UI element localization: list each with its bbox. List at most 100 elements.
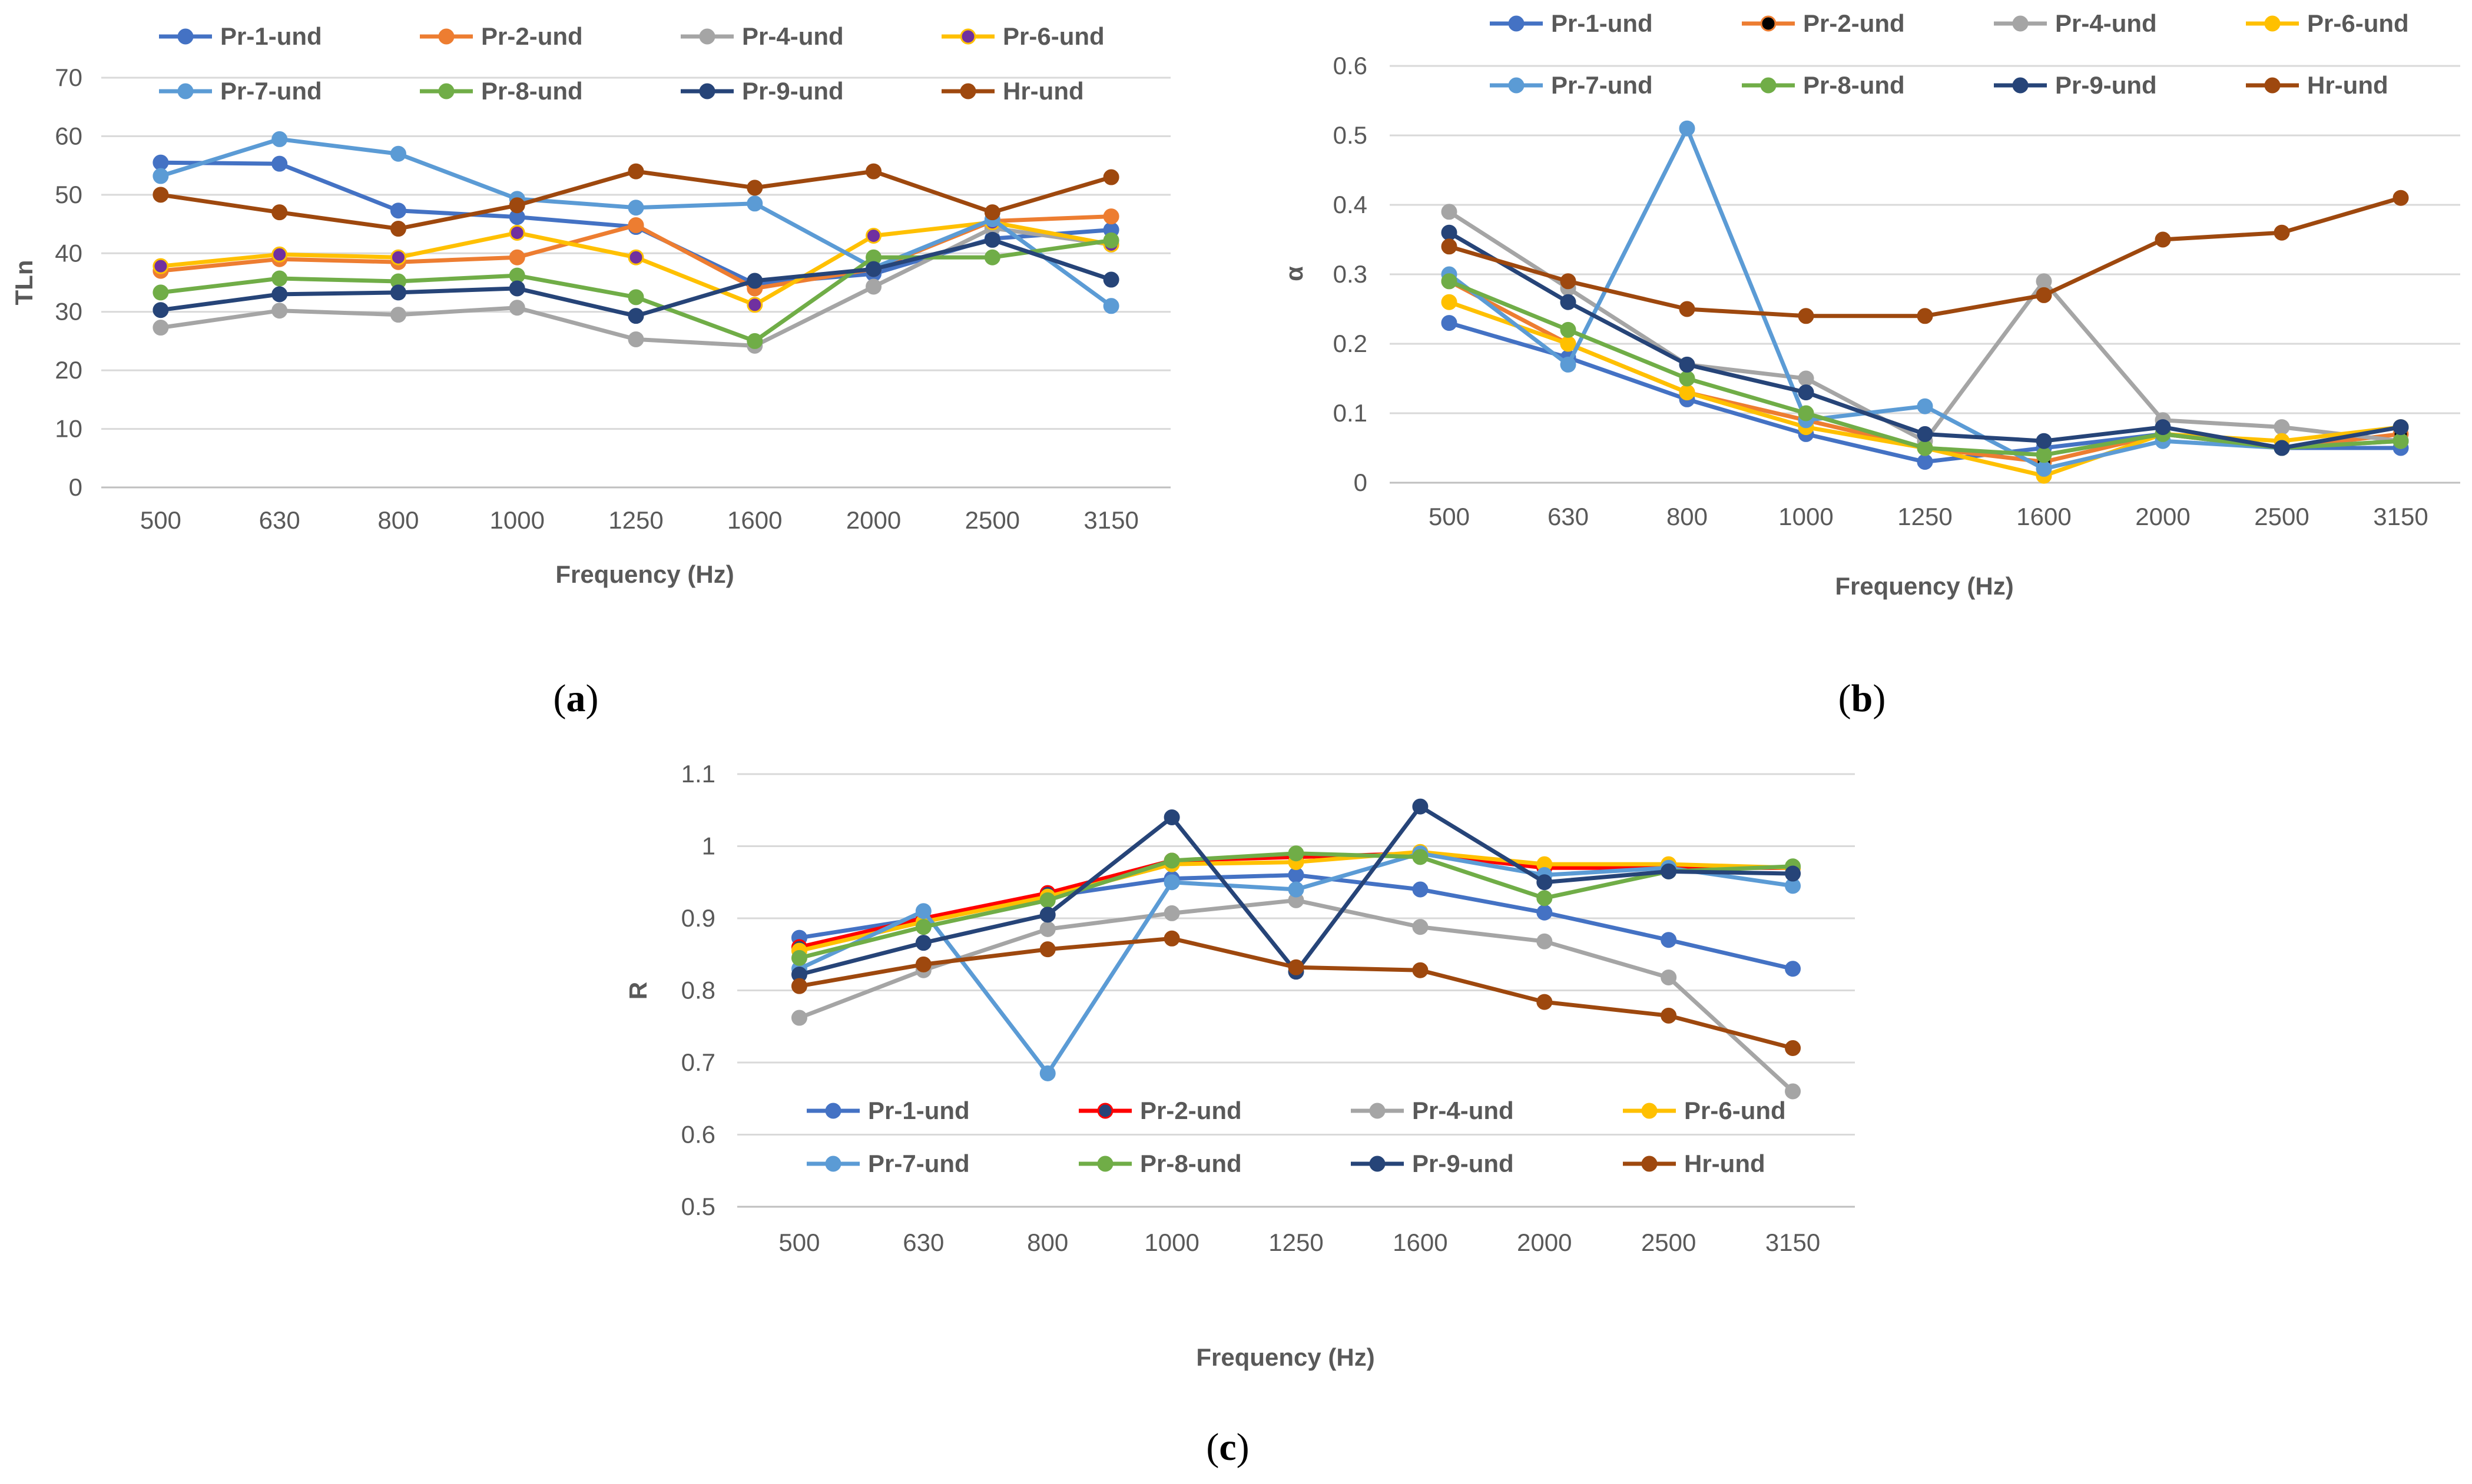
data-point — [153, 258, 169, 274]
data-point — [1536, 874, 1553, 891]
legend-item: Pr-9-und — [681, 77, 844, 105]
data-point — [1288, 881, 1304, 898]
data-point — [1039, 941, 1056, 958]
series-Hr-und — [791, 930, 1801, 1056]
data-point — [791, 950, 807, 966]
legend-swatch-marker — [177, 28, 194, 45]
data-point — [628, 289, 644, 306]
y-tick-label: 0.5 — [681, 1193, 715, 1220]
y-tick-label: 60 — [55, 122, 82, 150]
legend-label: Pr-6-und — [1684, 1097, 1786, 1124]
legend-item: Pr-4-und — [1351, 1097, 1514, 1124]
legend-swatch-marker — [1508, 77, 1525, 94]
x-tick-label: 1250 — [608, 506, 663, 534]
legend-label: Pr-1-und — [220, 22, 322, 50]
data-point — [1917, 454, 1933, 470]
legend-item: Pr-2-und — [1742, 9, 1905, 37]
data-point — [2393, 433, 2409, 449]
series-Pr-8-und — [153, 232, 1119, 349]
data-point — [1560, 294, 1576, 310]
data-point — [747, 195, 763, 212]
y-tick-label: 0 — [1354, 469, 1367, 496]
legend-item: Pr-4-und — [681, 22, 844, 50]
x-tick-label: 2500 — [1641, 1229, 1696, 1256]
data-point — [1412, 881, 1429, 898]
legend-label: Hr-und — [1003, 77, 1084, 105]
chart-b: 0 0.1 0.2 0.3 0.4 0.5 0.6 500 630 800 1000 1250 1600… — [1280, 9, 2460, 600]
data-point — [509, 224, 525, 241]
data-point — [1103, 169, 1119, 185]
x-tick-label: 1000 — [1778, 503, 1833, 530]
data-point — [628, 331, 644, 347]
y-tick-label: 0.6 — [1333, 52, 1367, 79]
data-point — [1560, 273, 1576, 290]
data-point — [1164, 852, 1180, 869]
legend-label: Pr-8-und — [481, 77, 583, 105]
panel-label: (c) — [1206, 1426, 1249, 1469]
data-point — [628, 249, 644, 265]
series-Pr-9-und — [153, 231, 1119, 324]
y-tick-label: 0.1 — [1333, 399, 1367, 427]
legend-label: Pr-8-und — [1803, 71, 1905, 99]
data-point — [984, 204, 1000, 221]
data-point — [1785, 961, 1801, 977]
data-point — [1536, 933, 1553, 950]
data-point — [628, 163, 644, 180]
data-point — [1441, 238, 1457, 255]
x-tick-label: 1000 — [490, 506, 545, 534]
x-axis-title: Frequency (Hz) — [1835, 572, 2013, 600]
data-point — [1103, 232, 1119, 248]
legend-item: Pr-9-und — [1994, 71, 2157, 99]
x-tick-label: 1600 — [1393, 1229, 1447, 1256]
data-point — [2155, 419, 2171, 436]
data-point — [2036, 460, 2052, 477]
legend-swatch-marker — [1097, 1156, 1114, 1172]
x-tick-label: 630 — [1548, 503, 1589, 530]
series-Pr-9-und — [1441, 224, 2409, 456]
data-point — [915, 903, 932, 919]
legend: Pr-1-und Pr-2-und Pr-4-und Pr-6-und Pr-7-und… — [159, 22, 1105, 105]
y-axis-title: R — [624, 982, 652, 1000]
data-point — [791, 1010, 807, 1026]
series-Hr-und — [153, 163, 1119, 237]
series-line — [797, 936, 1795, 1050]
legend-swatch-marker — [699, 83, 715, 99]
data-point — [1798, 405, 1814, 421]
data-point — [866, 227, 882, 244]
data-point — [1103, 298, 1119, 314]
legend-item: Pr-6-und — [942, 22, 1105, 50]
y-tick-label: 0.5 — [1333, 121, 1367, 149]
legend-swatch-marker — [1097, 1103, 1114, 1119]
legend-label: Hr-und — [2307, 71, 2388, 99]
data-point — [1798, 370, 1814, 387]
legend-swatch-marker — [2012, 77, 2029, 94]
legend-label: Pr-2-und — [1803, 9, 1905, 37]
legend-swatch-marker — [1508, 15, 1525, 32]
legend-swatch-marker — [960, 28, 976, 45]
legend-label: Pr-7-und — [1551, 71, 1653, 99]
data-point — [1441, 224, 1457, 241]
legend-item: Pr-8-und — [1079, 1150, 1242, 1177]
data-point — [747, 333, 763, 349]
data-point — [2036, 287, 2052, 303]
data-point — [509, 249, 525, 265]
legend-label: Pr-9-und — [1412, 1150, 1514, 1177]
data-point — [390, 249, 406, 265]
data-point — [153, 302, 169, 318]
x-tick-label: 1000 — [1144, 1229, 1199, 1256]
data-point — [1679, 370, 1695, 387]
x-axis-title: Frequency (Hz) — [1196, 1343, 1374, 1371]
y-tick-label: 30 — [55, 298, 82, 326]
y-tick-label: 0.2 — [1333, 330, 1367, 357]
data-point — [1103, 271, 1119, 288]
chart-a: 0 10 20 30 40 50 60 70 500 630 800 1000 1250 1600 2000… — [10, 22, 1171, 588]
legend-label: Pr-6-und — [2307, 9, 2409, 37]
legend-swatch-marker — [2264, 77, 2281, 94]
data-point — [1164, 874, 1180, 891]
y-tick-label: 40 — [55, 239, 82, 267]
x-axis-title: Frequency (Hz) — [555, 560, 734, 588]
legend-label: Pr-1-und — [868, 1097, 970, 1124]
data-point — [1039, 1065, 1056, 1081]
x-tick-label: 500 — [778, 1229, 820, 1256]
legend-swatch-marker — [960, 83, 976, 99]
